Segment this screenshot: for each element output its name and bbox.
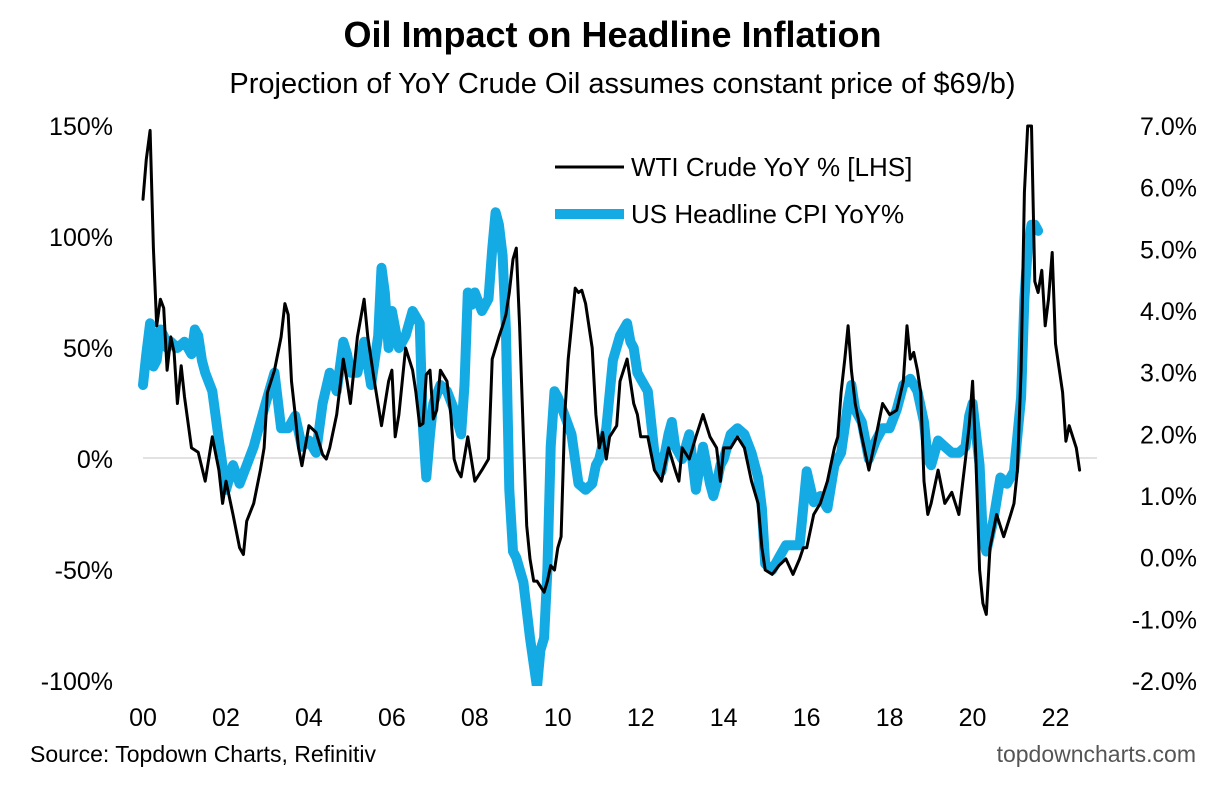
- right-tick-label: 5.0%: [1140, 236, 1197, 264]
- right-tick-label: 7.0%: [1140, 113, 1197, 141]
- x-tick-label: 06: [378, 704, 406, 732]
- series-layer: [138, 124, 1082, 686]
- left-tick-label: -100%: [41, 668, 113, 696]
- x-tick-label: 00: [129, 704, 157, 732]
- x-axis-ticks: 00 02 04 06 08 10 12 14 16 18 20 22: [129, 704, 1069, 732]
- x-tick-label: 12: [627, 704, 655, 732]
- x-tick-label: 18: [876, 704, 904, 732]
- x-tick-label: 14: [710, 704, 738, 732]
- chart-subtitle: Projection of YoY Crude Oil assumes cons…: [229, 68, 1016, 100]
- right-tick-label: -2.0%: [1132, 668, 1197, 696]
- right-tick-label: 2.0%: [1140, 421, 1197, 449]
- left-axis-ticks: -100% -50% 0% 50% 100% 150%: [41, 113, 113, 696]
- legend: WTI Crude YoY % [LHS] US Headline CPI Yo…: [555, 152, 912, 229]
- x-tick-label: 08: [461, 704, 489, 732]
- left-tick-label: 100%: [49, 224, 113, 252]
- left-tick-label: 0%: [77, 446, 113, 474]
- chart-title: Oil Impact on Headline Inflation: [343, 14, 882, 55]
- source-note: Source: Topdown Charts, Refinitiv: [30, 741, 377, 767]
- x-tick-label: 16: [793, 704, 821, 732]
- left-tick-label: 150%: [49, 113, 113, 141]
- x-tick-label: 20: [959, 704, 987, 732]
- x-tick-label: 04: [295, 704, 323, 732]
- right-tick-label: 6.0%: [1140, 175, 1197, 203]
- right-tick-label: -1.0%: [1132, 606, 1197, 634]
- right-axis-ticks: -2.0% -1.0% 0.0% 1.0% 2.0% 3.0% 4.0% 5.0% 6.0% 7.…: [1132, 113, 1197, 696]
- right-tick-label: 1.0%: [1140, 483, 1197, 511]
- right-tick-label: 3.0%: [1140, 360, 1197, 388]
- series-line-us-cpi: [138, 207, 1044, 686]
- left-tick-label: 50%: [63, 335, 113, 363]
- right-tick-label: 4.0%: [1140, 298, 1197, 326]
- website-credit: topdowncharts.com: [996, 741, 1196, 767]
- x-tick-label: 22: [1042, 704, 1070, 732]
- legend-label-wti: WTI Crude YoY % [LHS]: [631, 152, 912, 182]
- x-tick-label: 10: [544, 704, 572, 732]
- legend-label-cpi: US Headline CPI YoY%: [631, 199, 904, 229]
- right-tick-label: 0.0%: [1140, 545, 1197, 573]
- left-tick-label: -50%: [55, 557, 113, 585]
- series-line-wti-crude: [141, 124, 1082, 616]
- x-tick-label: 02: [212, 704, 240, 732]
